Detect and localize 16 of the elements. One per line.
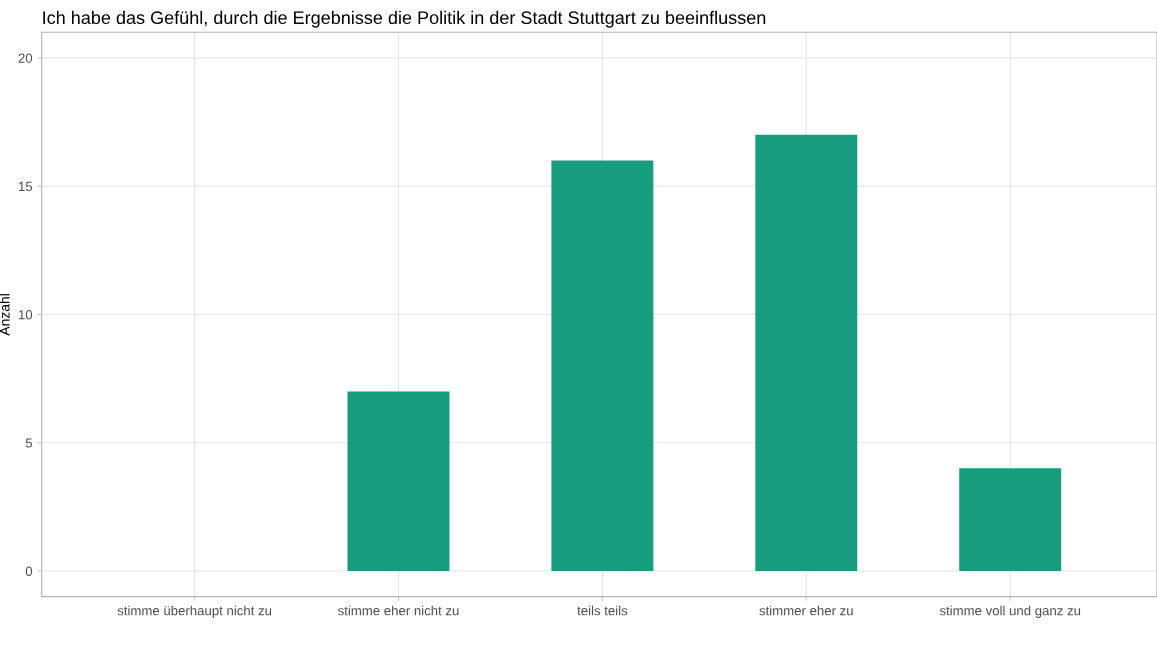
chart-title: Ich habe das Gefühl, durch die Ergebnisse die Politik in der Stadt Stuttgart zu beeinflussen: [43, 10, 766, 28]
bar: [551, 160, 654, 571]
y-tick-label: 15: [18, 181, 33, 192]
bar: [347, 391, 450, 571]
bar: [959, 468, 1062, 571]
x-tick-label: teils teils: [577, 605, 628, 616]
bar: [755, 134, 858, 571]
x-tick-label: stimme überhaupt nicht zu: [117, 605, 272, 618]
x-tick-label: stimmer eher zu: [759, 605, 853, 616]
y-axis-title: Anzahl: [0, 294, 10, 336]
y-tick-label: 5: [25, 438, 33, 448]
x-tick-label: stimme voll und ganz zu: [939, 605, 1081, 618]
y-tick-label: 0: [25, 566, 33, 576]
y-tick-label: 20: [18, 53, 33, 63]
x-tick-label: stimme eher nicht zu: [337, 605, 459, 616]
y-tick-label: 10: [18, 310, 33, 320]
